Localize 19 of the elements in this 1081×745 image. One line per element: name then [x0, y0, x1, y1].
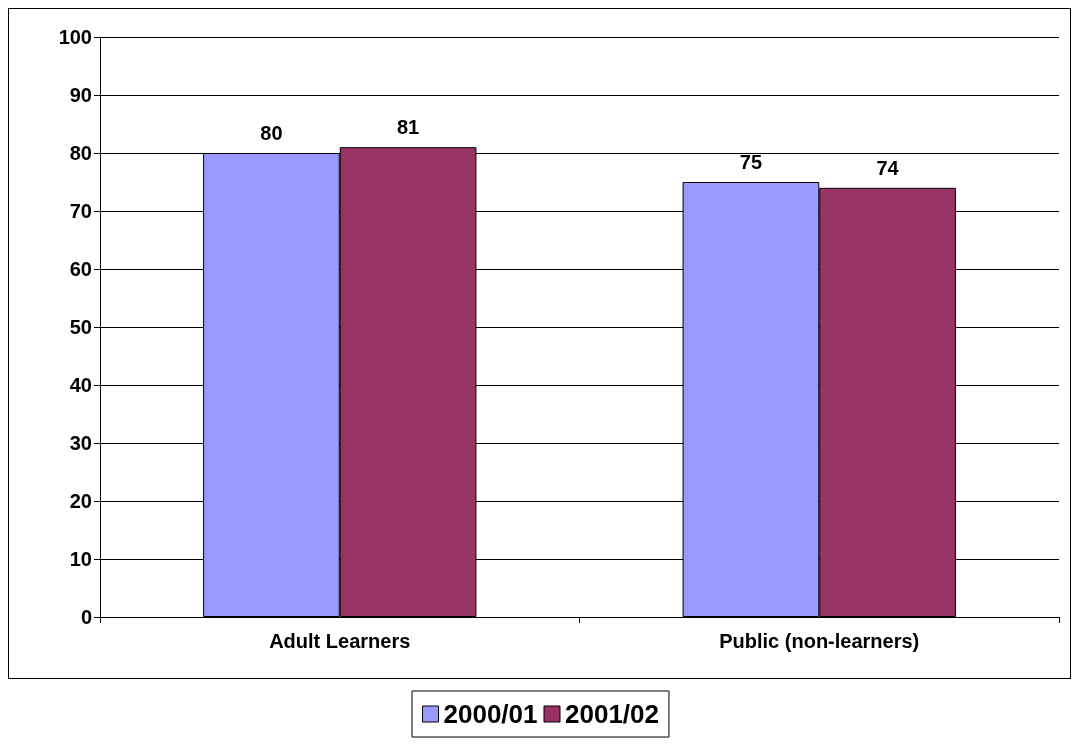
y-tick-label: 100: [58, 26, 92, 48]
y-tick-label: 50: [69, 316, 92, 338]
x-tick-label: Adult Learners: [269, 630, 411, 652]
legend-label: 2000/01: [443, 699, 538, 729]
x-tick-label: Public (non-learners): [719, 630, 920, 652]
y-tick-label: 40: [69, 374, 92, 396]
y-tick-label: 60: [69, 258, 92, 280]
data-label: 80: [260, 122, 283, 144]
y-tick-label: 20: [69, 490, 92, 512]
y-tick-label: 10: [69, 548, 92, 570]
data-label: 81: [396, 116, 420, 139]
legend-label: 2001/02: [565, 699, 659, 729]
y-tick-label: 30: [69, 432, 92, 454]
data-label: 74: [876, 156, 900, 179]
y-tick-label: 0: [80, 606, 92, 628]
y-tick-label: 80: [69, 142, 92, 164]
y-tick-label: 70: [69, 200, 92, 222]
data-label: 75: [739, 151, 763, 173]
y-tick-label: 90: [69, 84, 92, 106]
